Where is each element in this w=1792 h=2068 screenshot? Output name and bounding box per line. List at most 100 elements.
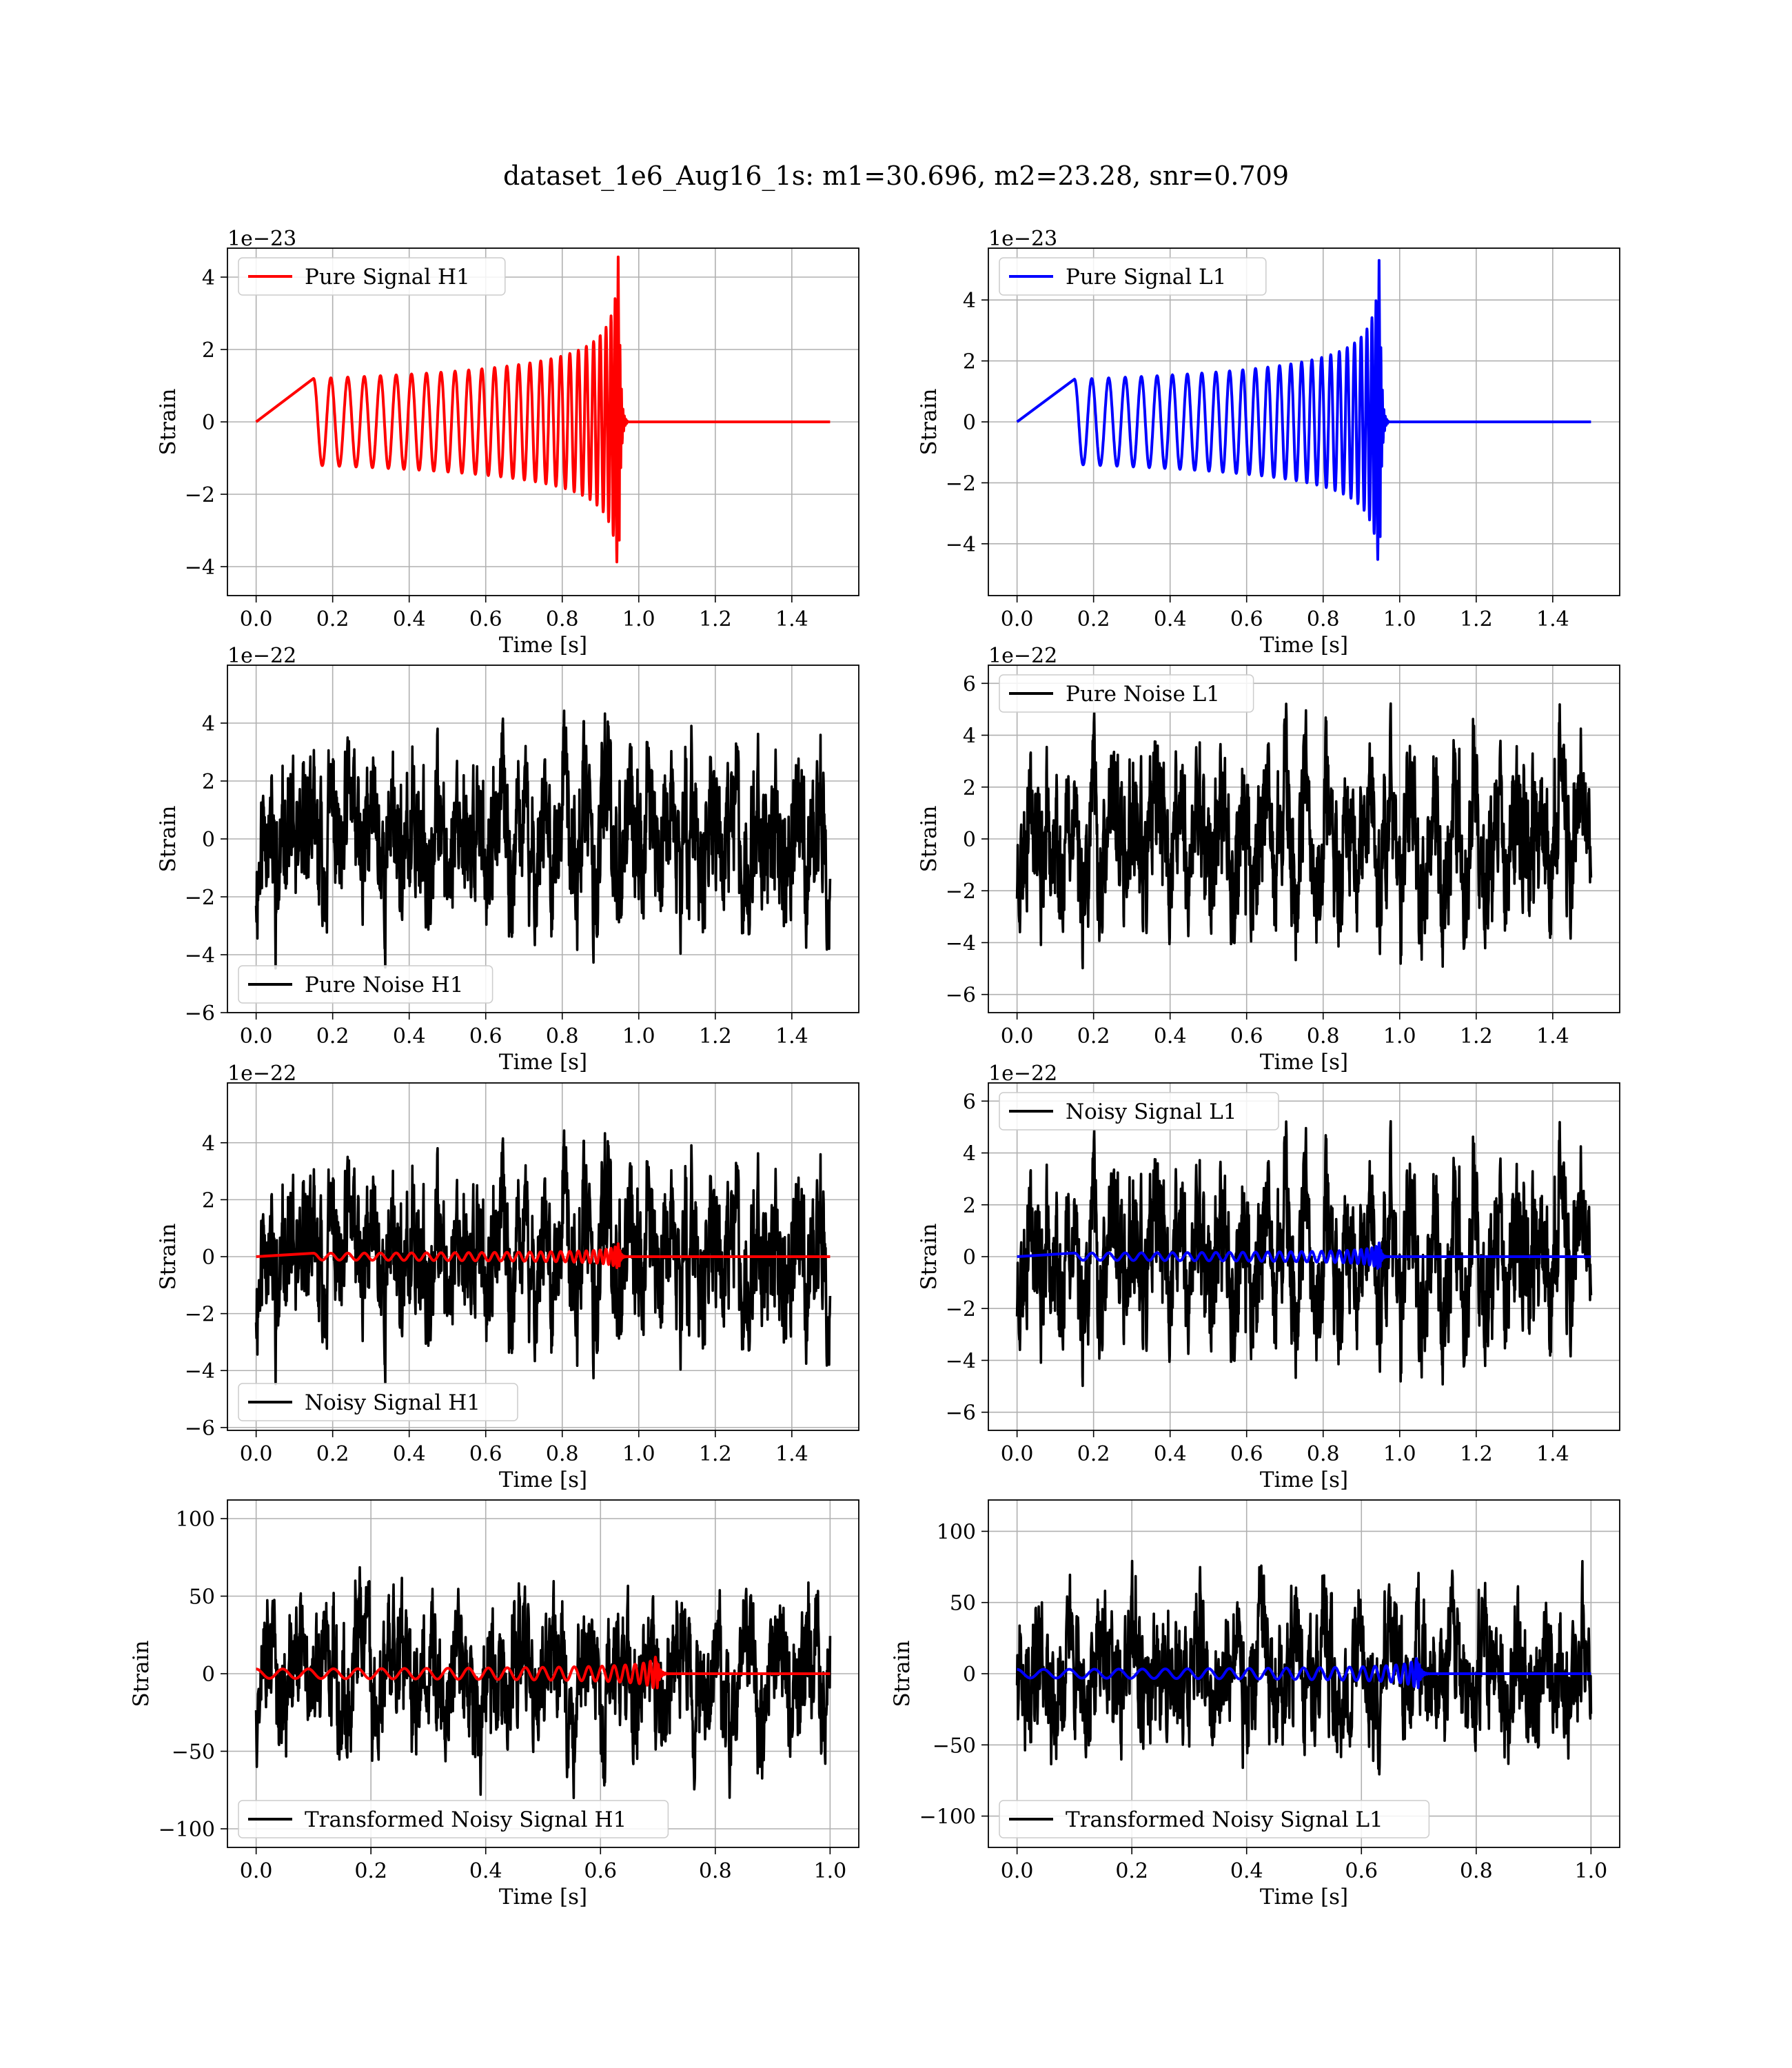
x-tick-label: 0.6 — [1345, 1859, 1378, 1883]
legend-label: Pure Signal H1 — [305, 265, 470, 290]
x-tick-label: 0.8 — [699, 1859, 732, 1883]
x-tick-label: 0.6 — [584, 1859, 617, 1883]
series-line-1 — [254, 709, 832, 970]
y-tick-label: −2 — [946, 880, 976, 904]
x-tick-label: 1.0 — [622, 607, 655, 631]
y-tick-label: −6 — [185, 1417, 215, 1441]
subplot-4: 0.0 0.2 0.4 0.6 0.8 1.0 1.2 1.4 −6 −4 −2 0 2 4 6 Time [… — [917, 644, 1620, 1075]
subplot-6: 0.0 0.2 0.4 0.6 0.8 1.0 1.2 1.4 −6 −4 −2 0 2 4 6 Time [… — [917, 1062, 1620, 1492]
series-group — [255, 255, 831, 564]
x-tick-label: 0.4 — [393, 1024, 426, 1048]
series-line-1 — [1015, 1559, 1593, 1776]
series-group — [1015, 702, 1593, 970]
y-axis-label: Strain — [890, 1641, 915, 1707]
x-tick-label: 1.0 — [1383, 1442, 1416, 1466]
y-tick-label: 2 — [202, 770, 215, 794]
x-tick-label: 0.6 — [469, 607, 502, 631]
x-tick-label: 0.0 — [1001, 1024, 1034, 1048]
subplot-5: 0.0 0.2 0.4 0.6 0.8 1.0 1.2 1.4 −6 −4 −2 0 2 4 Time [s… — [156, 1062, 859, 1492]
legend-label: Transformed Noisy Signal L1 — [1066, 1807, 1383, 1832]
x-tick-label: 0.2 — [316, 607, 349, 631]
y-tick-label: −6 — [185, 1002, 215, 1026]
x-tick-label: 0.2 — [1077, 1442, 1110, 1466]
legend-label: Noisy Signal H1 — [305, 1390, 480, 1415]
y-tick-label: −6 — [946, 984, 976, 1008]
axes-frame — [988, 665, 1620, 1013]
x-tick-label: 1.4 — [775, 607, 808, 631]
series-line-2 — [1016, 1656, 1592, 1690]
y-offset-text: 1e−23 — [988, 227, 1057, 251]
series-group — [254, 1565, 832, 1799]
legend-box — [238, 1800, 669, 1838]
y-tick-label: 0 — [963, 1663, 976, 1687]
x-tick-label: 1.0 — [1383, 607, 1416, 631]
series-line-1 — [255, 255, 831, 564]
y-tick-label: −50 — [172, 1741, 215, 1765]
x-tick-label: 0.6 — [469, 1442, 502, 1466]
y-tick-label: 2 — [202, 1188, 215, 1213]
y-axis-label: Strain — [917, 1224, 941, 1290]
x-tick-label: 0.8 — [1307, 1442, 1340, 1466]
axes-frame — [227, 1082, 859, 1431]
y-tick-label: −4 — [185, 944, 215, 968]
y-tick-label: 50 — [950, 1592, 976, 1616]
y-tick-label: 4 — [963, 1142, 976, 1166]
x-tick-label: 1.4 — [1536, 1442, 1569, 1466]
y-tick-label: −4 — [946, 533, 976, 557]
axes-frame — [227, 1499, 859, 1848]
legend-box — [999, 257, 1267, 296]
series-line-2 — [256, 1242, 831, 1269]
x-tick-label: 0.6 — [1230, 1442, 1263, 1466]
figure-title: dataset_1e6_Aug16_1s: m1=30.696, m2=23.2… — [503, 161, 1289, 192]
y-tick-label: −100 — [919, 1805, 976, 1829]
axes-frame — [988, 247, 1620, 596]
legend: Noisy Signal L1 — [999, 1092, 1279, 1131]
x-tick-label: 1.4 — [1536, 607, 1569, 631]
x-tick-label: 1.4 — [775, 1024, 808, 1048]
y-axis-label: Strain — [917, 389, 941, 456]
x-axis-label: Time [s] — [499, 1885, 587, 1909]
y-tick-label: −4 — [185, 556, 215, 580]
x-tick-label: 0.0 — [1001, 1442, 1034, 1466]
y-tick-label: 6 — [963, 1090, 976, 1114]
x-tick-label: 0.8 — [546, 607, 579, 631]
x-axis-label: Time [s] — [1260, 1468, 1348, 1492]
x-axis-label: Time [s] — [499, 1050, 587, 1075]
y-axis-label: Strain — [156, 389, 181, 456]
y-tick-label: 0 — [202, 828, 215, 852]
legend-label: Pure Noise H1 — [305, 973, 463, 997]
y-tick-label: 4 — [202, 266, 215, 290]
y-tick-label: −2 — [946, 472, 976, 496]
x-tick-label: 0.4 — [1230, 1859, 1263, 1883]
x-tick-label: 1.2 — [699, 607, 732, 631]
x-tick-label: 1.4 — [775, 1442, 808, 1466]
y-tick-label: 0 — [963, 411, 976, 435]
x-tick-label: 0.4 — [1154, 1442, 1187, 1466]
legend-box — [999, 1800, 1430, 1838]
x-tick-label: 0.2 — [1115, 1859, 1148, 1883]
x-tick-label: 1.0 — [814, 1859, 847, 1883]
y-tick-label: −2 — [185, 886, 215, 910]
x-tick-label: 0.8 — [1460, 1859, 1493, 1883]
series-line-1 — [1015, 702, 1593, 970]
y-tick-label: 0 — [202, 1246, 215, 1270]
y-tick-label: 4 — [963, 289, 976, 313]
x-tick-label: 0.2 — [354, 1859, 387, 1883]
y-tick-label: 0 — [202, 1663, 215, 1687]
x-tick-label: 0.2 — [1077, 1024, 1110, 1048]
legend: Pure Signal L1 — [999, 257, 1267, 296]
legend: Pure Noise H1 — [238, 965, 493, 1004]
subplot-2: 0.0 0.2 0.4 0.6 0.8 1.0 1.2 1.4 −4 −2 0 2 4 Time [s] S… — [917, 227, 1620, 658]
subplot-7: 0.0 0.2 0.4 0.6 0.8 1.0 −100 −50 0 50 100 Time [s] S… — [129, 1499, 859, 1909]
x-tick-label: 0.4 — [393, 607, 426, 631]
y-axis-label: Strain — [129, 1641, 154, 1707]
x-tick-label: 1.2 — [699, 1024, 732, 1048]
legend-label: Noisy Signal L1 — [1066, 1099, 1237, 1124]
y-axis-label: Strain — [156, 1224, 181, 1290]
series-line-1 — [254, 1129, 832, 1386]
axes-frame — [988, 1082, 1620, 1431]
y-tick-label: −2 — [185, 483, 215, 507]
subplot-8: 0.0 0.2 0.4 0.6 0.8 1.0 −100 −50 0 50 100 Time [s] S… — [890, 1499, 1620, 1909]
legend: Noisy Signal H1 — [238, 1383, 518, 1421]
